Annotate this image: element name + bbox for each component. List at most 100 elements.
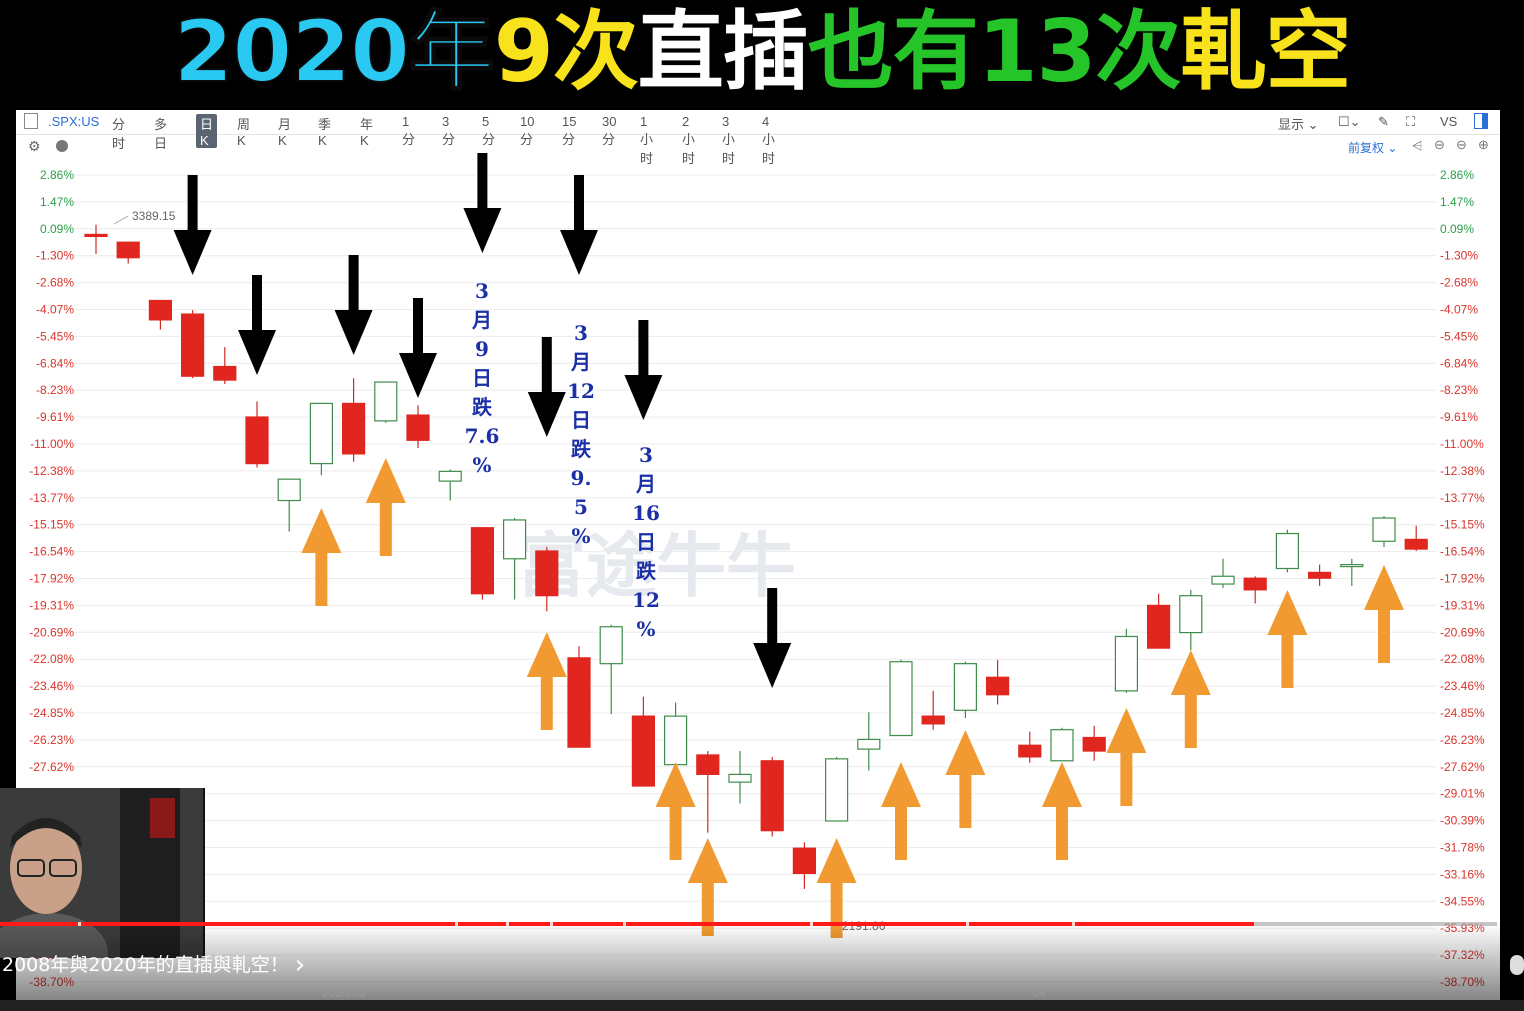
display-label: 显示 [1278, 117, 1305, 132]
candle-body [921, 715, 945, 725]
annotation-mar9: 月 [471, 308, 492, 332]
y-tick-label-right: -1.30% [1440, 249, 1478, 263]
y-tick-label-right: -4.07% [1440, 303, 1478, 317]
banner-part-squeeze: 軋空 [1180, 2, 1351, 102]
candle-body [857, 738, 881, 750]
chapter-marker [966, 922, 969, 926]
banner-part-count2: 也有13次 [807, 2, 1182, 102]
gear-icon[interactable]: ⚙ [28, 138, 41, 154]
annotation-mar12: 月 [570, 350, 591, 374]
y-tick-label-left: -26.23% [29, 733, 74, 747]
up-arrow [526, 632, 567, 730]
banner-part-count: 9次 [493, 2, 639, 102]
y-tick-label-right: 1.47% [1440, 195, 1474, 209]
panel-toggle-icon[interactable] [1474, 113, 1488, 129]
period-tab[interactable]: 10分 [520, 114, 535, 147]
pen-icon[interactable]: ✎ [1378, 114, 1389, 129]
candle-body [663, 715, 688, 766]
annotation-mar9: 7.6 [465, 424, 500, 448]
fullscreen-icon[interactable]: ⛶ [1406, 114, 1416, 129]
annotation-mar12: 日 [571, 408, 591, 432]
chevron-right-icon[interactable]: › [294, 950, 306, 980]
down-arrow [173, 175, 212, 275]
annotation-mar9: % [472, 453, 491, 477]
down-arrow [560, 175, 598, 275]
minus-circle-icon[interactable]: ⊖ [1434, 137, 1445, 152]
candle-body [374, 381, 398, 422]
period-tab[interactable]: 多日 [154, 117, 168, 151]
y-tick-label-left: -20.69% [29, 625, 74, 639]
candle-body [760, 760, 784, 832]
symbol-label[interactable]: .SPX:US [48, 114, 100, 129]
y-tick-label-right: -17.92% [1440, 572, 1485, 586]
period-tab[interactable]: 4小时 [762, 114, 776, 166]
period-tab[interactable]: 月K [278, 117, 292, 148]
y-tick-label-right: -15.15% [1440, 518, 1485, 532]
y-tick-label-left: -16.54% [29, 545, 74, 559]
draw-box-icon[interactable]: ☐⌄ [1338, 114, 1361, 129]
vs-button[interactable]: VS [1440, 114, 1458, 129]
candle-body [1082, 736, 1106, 752]
up-arrow [1170, 650, 1211, 748]
period-tab[interactable]: 3分 [442, 114, 456, 147]
period-tab[interactable]: 周K [237, 117, 251, 148]
period-tab[interactable]: 季K [318, 117, 332, 148]
period-tab[interactable]: 分时 [112, 117, 126, 151]
adjust-label: 前复权 [1348, 141, 1385, 155]
annotation-mar12: 跌 [571, 437, 592, 461]
banner-part-year: 2020年 [173, 1, 496, 103]
candle-body [792, 847, 817, 875]
candle-body [277, 478, 301, 502]
period-tab[interactable]: 5分 [482, 114, 496, 147]
period-tab[interactable]: 年K [360, 117, 374, 148]
candle-body [1372, 517, 1396, 542]
collapse-icon[interactable] [56, 140, 68, 152]
video-progress-bar[interactable] [0, 922, 1255, 926]
annotation-mar12: % [571, 524, 590, 548]
up-arrow [945, 730, 986, 828]
sidebar-toggle-icon[interactable] [24, 113, 38, 129]
scrubber-knob[interactable] [1510, 955, 1524, 975]
period-tab[interactable]: 30分 [602, 114, 617, 147]
banner-part-plunge: 直插 [637, 2, 809, 102]
y-tick-label-left: -17.92% [29, 572, 74, 586]
annotation-mar16: 日 [636, 530, 656, 554]
y-tick-label-right: -5.45% [1440, 329, 1478, 343]
indicator-icon[interactable]: ⩤ [1412, 138, 1423, 153]
y-tick-label-right: -23.46% [1440, 679, 1485, 693]
up-arrow [365, 458, 406, 556]
period-tab[interactable]: 1小时 [640, 114, 654, 166]
x-tick-label: 2020/03 [322, 986, 366, 1000]
display-dropdown[interactable]: 显示 ⌄ [1278, 117, 1319, 132]
candle-body [213, 365, 237, 381]
y-tick-label-right: -26.23% [1440, 733, 1485, 747]
chapter-marker [455, 922, 458, 926]
plus-circle-icon[interactable]: ⊕ [1478, 137, 1489, 152]
x-tick-label: 04 [1032, 986, 1046, 1000]
adjust-dropdown[interactable]: 前复权 ⌄ [1348, 141, 1398, 155]
y-tick-label-left: -13.77% [29, 491, 74, 505]
y-tick-label-right: -29.01% [1440, 787, 1485, 801]
period-tab[interactable]: 2小时 [682, 114, 696, 166]
annotation-mar12: 5 [574, 495, 588, 519]
video-overlay-gradient [0, 924, 1524, 1011]
candle-body [728, 773, 752, 783]
candle-body [1243, 577, 1267, 591]
video-caption[interactable]: 2008年與2020年的直插與軋空！ › [2, 950, 305, 980]
y-tick-label-left: -11.00% [30, 437, 74, 451]
annotation-mar16: 16 [632, 501, 660, 525]
period-tab[interactable]: 15分 [562, 114, 577, 147]
period-tab[interactable]: 1分 [402, 114, 416, 147]
up-arrow [1106, 708, 1147, 806]
candle-body [1275, 532, 1300, 570]
candle-body [245, 416, 269, 465]
y-tick-label-left: -1.30% [36, 249, 74, 263]
y-tick-label-right: -20.69% [1440, 625, 1485, 639]
period-tab[interactable]: 日K [196, 114, 218, 148]
annotation-mar9: 9 [475, 337, 489, 361]
period-tab[interactable]: 3小时 [722, 114, 736, 166]
minus-circle-icon-2[interactable]: ⊖ [1456, 137, 1467, 152]
chapter-marker [78, 922, 81, 926]
candle-body [503, 519, 527, 560]
annotation-mar9: 跌 [472, 395, 493, 419]
